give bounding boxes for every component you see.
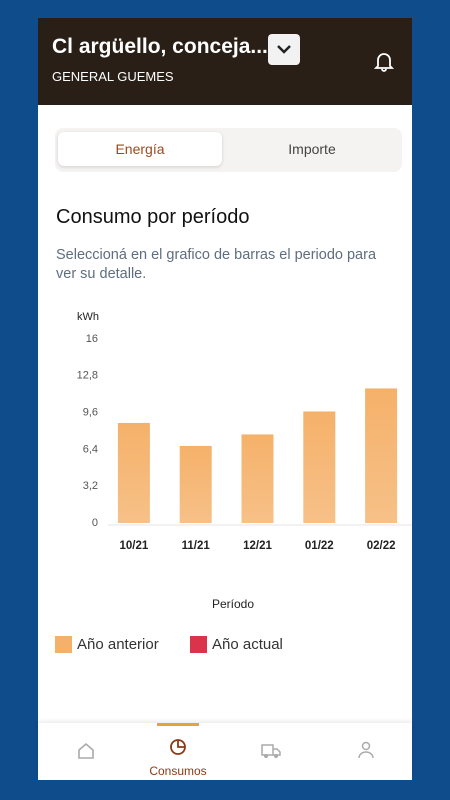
tab[interactable]: Importe <box>288 141 336 157</box>
legend-label: Año anterior <box>77 636 159 653</box>
tab-bar: Energía Importe <box>55 128 402 172</box>
header: Cl argüello, conceja... GENERAL GUEMES <box>38 18 412 105</box>
x-tick-label: 02/22 <box>367 540 396 552</box>
y-tick-label: 9,6 <box>83 407 98 419</box>
legend-swatch <box>190 636 207 653</box>
home-icon[interactable] <box>76 741 96 761</box>
bar <box>241 434 274 523</box>
bar <box>303 411 336 523</box>
y-tick-label: 0 <box>92 517 98 529</box>
bar <box>179 445 212 523</box>
legend-label: Año actual <box>212 636 283 653</box>
nav-label[interactable]: Consumos <box>149 764 207 778</box>
header-subtitle: GENERAL GUEMES <box>52 69 174 84</box>
bell-icon[interactable] <box>374 50 394 72</box>
section-title: Consumo por período <box>56 206 250 228</box>
x-tick-label: 11/21 <box>182 540 211 552</box>
consumos-icon[interactable] <box>168 737 188 757</box>
y-tick-label: 16 <box>86 333 98 345</box>
legend-swatch <box>55 636 72 653</box>
y-tick-label: 3,2 <box>83 480 98 492</box>
tab-active[interactable]: Energía <box>58 132 222 166</box>
y-tick-label: 6,4 <box>83 443 98 455</box>
y-tick-label: 12,8 <box>77 370 98 382</box>
active-indicator <box>157 723 199 726</box>
truck-icon[interactable] <box>260 741 282 761</box>
section-description: Seleccioná en el grafico de barras el pe… <box>56 247 377 282</box>
user-icon[interactable] <box>356 740 376 760</box>
bar <box>117 422 150 523</box>
x-axis-label: Período <box>212 597 254 611</box>
bottom-nav: Consumos <box>38 723 412 780</box>
x-tick-label: 12/21 <box>243 540 272 552</box>
y-axis-label: kWh <box>77 311 99 323</box>
dropdown-button[interactable] <box>268 34 300 65</box>
x-tick-label: 10/21 <box>120 540 149 552</box>
header-title: Cl argüello, conceja... <box>52 35 268 58</box>
bar <box>365 388 398 523</box>
x-tick-label: 01/22 <box>305 540 334 552</box>
chevron <box>277 45 291 54</box>
